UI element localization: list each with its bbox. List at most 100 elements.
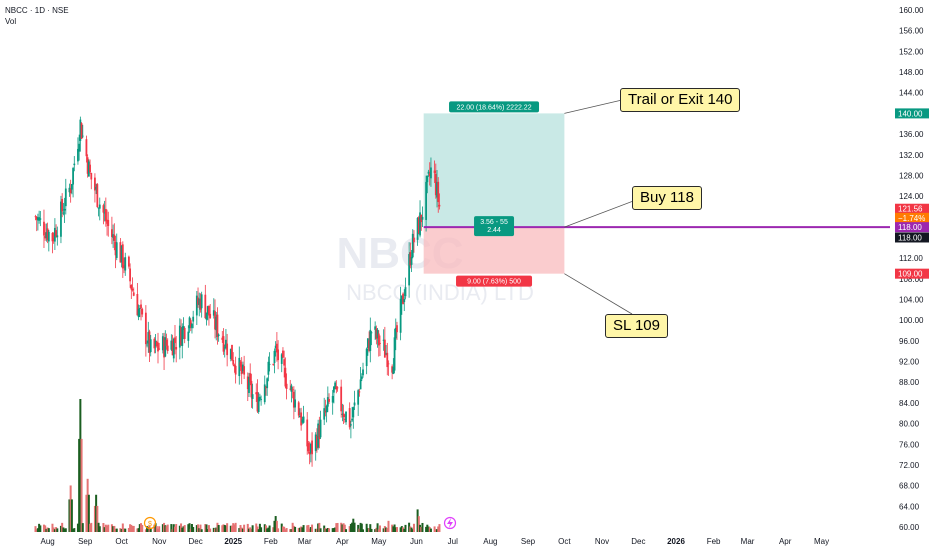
volume-bar [394, 527, 397, 532]
volume-bar [260, 527, 263, 532]
volume-bar [267, 527, 270, 532]
volume-bar [209, 528, 212, 532]
candle-body [352, 407, 355, 418]
candle-body [95, 187, 98, 190]
candle-body [349, 424, 352, 426]
volume-bar [192, 526, 195, 532]
price-tick-label: 84.00 [899, 399, 920, 408]
symbol-title[interactable]: NBCC · 1D · NSE [5, 6, 69, 15]
volume-bar [86, 478, 89, 532]
volume-bar [290, 529, 293, 532]
candle-body [265, 387, 267, 389]
volume-bar [243, 524, 246, 532]
volume-bar [351, 522, 354, 532]
candle-body [323, 408, 326, 420]
candle-body [263, 384, 266, 403]
volume-bar [385, 527, 388, 532]
candle-body [131, 289, 134, 291]
time-axis[interactable]: Aug Sep Oct Nov Dec 2025 Feb Mar Apr May Jun Jul Aug… [40, 537, 829, 546]
candle-body [90, 172, 93, 180]
candle-body [174, 337, 176, 344]
volume-bar [97, 522, 100, 532]
volume-bar [181, 527, 184, 532]
volume-bar [38, 523, 41, 532]
volume-bar [89, 523, 92, 532]
candle-body [63, 208, 66, 211]
candle-body [232, 360, 235, 365]
volume-bar [110, 524, 113, 532]
volume-bar [342, 523, 345, 532]
risk-reward-label-text: 2.44 [487, 227, 501, 234]
candle-body [127, 256, 130, 267]
candle-body [260, 399, 263, 400]
earnings-lightning-icon[interactable] [443, 516, 457, 530]
volume-bar [112, 526, 115, 532]
dividend-icon[interactable]: $ [143, 516, 157, 530]
volume-bar [302, 525, 305, 532]
candle-body [199, 298, 202, 310]
price-tick-label: 100.00 [899, 316, 924, 325]
price-tick-label: 128.00 [899, 171, 924, 180]
candle-body [180, 327, 182, 346]
time-tick-label: Aug [40, 537, 54, 546]
time-tick-label: Aug [483, 537, 497, 546]
time-tick-label: Jul [448, 537, 458, 546]
volume-bar [409, 526, 412, 532]
candle-body [246, 376, 249, 390]
candle-body [301, 419, 304, 423]
volume-bar [198, 528, 201, 532]
candle-body [178, 325, 181, 348]
volume-bar [188, 523, 191, 532]
time-tick-label: 2025 [224, 537, 242, 546]
volume-bar [104, 524, 107, 532]
price-tick-label: 152.00 [899, 47, 924, 56]
price-tick-label: 68.00 [899, 482, 920, 491]
candle-body [89, 164, 91, 173]
long-position-tool[interactable] [423, 113, 565, 274]
volume-bar [345, 529, 348, 532]
volume-bar [353, 522, 356, 532]
volume-bar [79, 399, 82, 532]
price-tick-label: 72.00 [899, 461, 920, 470]
candle-body [171, 340, 174, 356]
candle-body [113, 234, 116, 241]
candle-body [436, 182, 438, 198]
callout-entry[interactable]: Buy 118 [632, 186, 702, 210]
price-axis[interactable]: 160.00 156.00 152.00 148.00 144.00 136.00 132.… [895, 6, 929, 532]
volume-bar [44, 525, 47, 532]
volume-bar [379, 525, 381, 532]
volume-indicator-label[interactable]: Vol [5, 17, 17, 26]
candle-body [51, 232, 54, 242]
candle-body [212, 310, 215, 316]
volume-bar [144, 529, 147, 532]
volume-bar [129, 524, 132, 532]
volume-bar [429, 528, 432, 532]
candle-body [438, 204, 441, 207]
callout-stop[interactable]: SL 109 [605, 314, 668, 338]
time-tick-label: Nov [152, 537, 166, 546]
candle-body [308, 451, 311, 455]
target-zone [423, 113, 565, 228]
volume-bar [362, 529, 365, 532]
candle-body [86, 157, 89, 174]
time-tick-label: Dec [631, 537, 645, 546]
price-tick-label: 112.00 [899, 254, 923, 263]
price-tick-label: 160.00 [899, 6, 924, 15]
candle-body [77, 148, 79, 162]
price-axis-tag: 121.56 [898, 205, 923, 214]
volume-bar [226, 523, 229, 532]
volume-bar [434, 529, 437, 532]
volume-bar [95, 494, 98, 532]
volume-bar [314, 528, 317, 532]
callout-target[interactable]: Trail or Exit 140 [620, 88, 741, 112]
volume-bar [137, 528, 140, 532]
price-tick-label: 88.00 [899, 378, 920, 387]
stop-stats-label-text: 9.00 (7.63%) 500 [467, 279, 521, 286]
volume-bar [240, 527, 243, 532]
volume-bar [47, 528, 50, 532]
candle-body [103, 212, 106, 214]
volume-bar [436, 529, 439, 532]
candle-body [277, 349, 279, 361]
candle-body [61, 198, 64, 212]
